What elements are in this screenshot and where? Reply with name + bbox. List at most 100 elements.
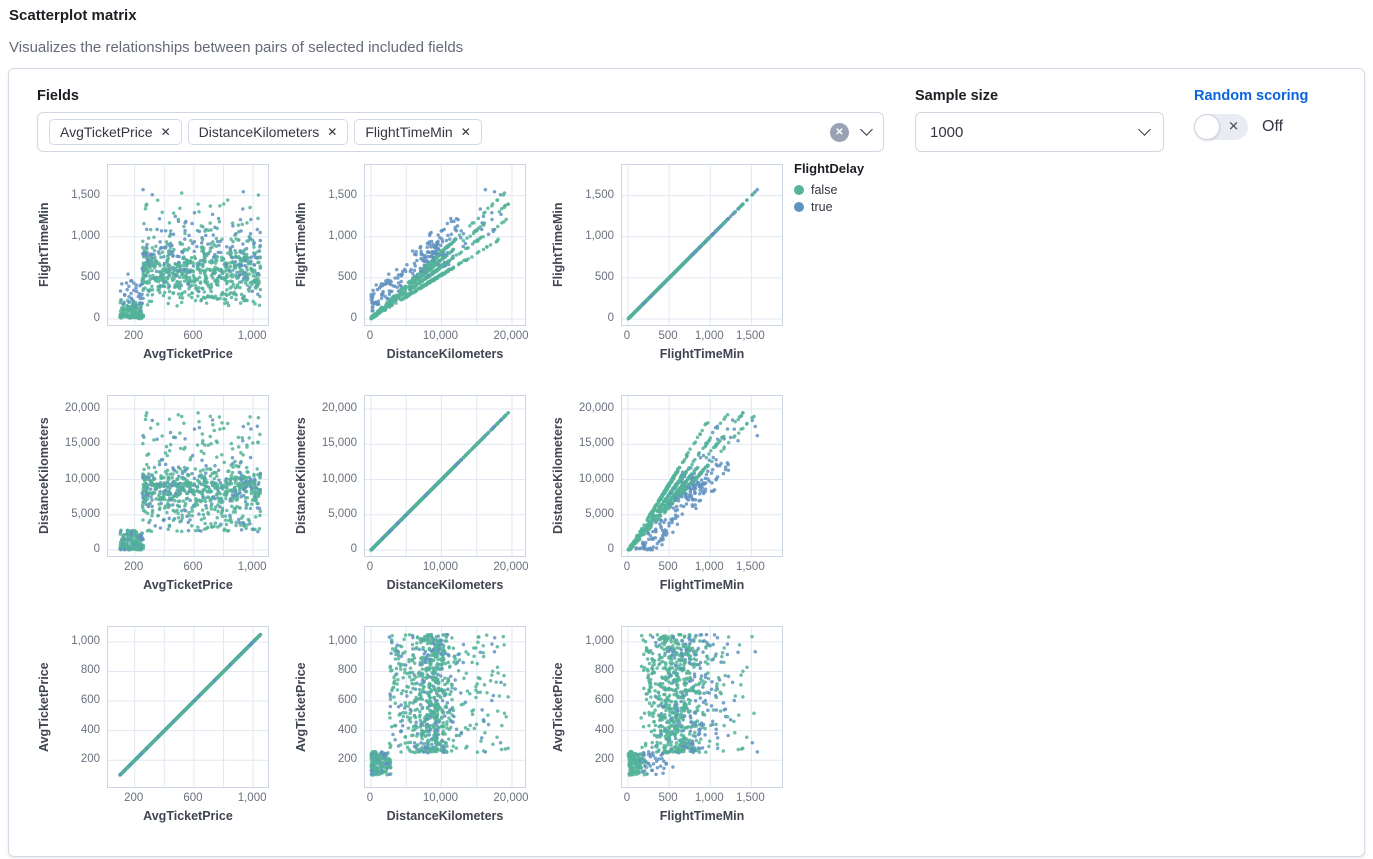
scatterplot-matrix: FlightDelay false true FlightTimeMin 0 500… [37, 161, 1336, 826]
remove-field-icon[interactable]: ✕ [460, 125, 471, 139]
y-tick-label: 500 [337, 270, 357, 283]
x-axis-title: FlightTimeMin [659, 347, 745, 361]
scatter-cell-DistanceKilometers-vs-DistanceKilometers: DistanceKilometers 0 5,000 10,000 15,000 20,0… [294, 395, 529, 595]
x-axis-ticks: 0 500 1,000 1,500 [621, 557, 783, 575]
remove-field-icon[interactable]: ✕ [160, 125, 171, 139]
y-axis-title: AvgTicketPrice [294, 662, 308, 752]
matrix-row: DistanceKilometers 0 5,000 10,000 15,000 20,0… [37, 395, 1336, 595]
x-axis-ticks: 200 600 1,000 [107, 788, 269, 806]
y-tick-label: 1,500 [328, 188, 357, 201]
y-tick-label: 800 [80, 664, 100, 677]
scatter-plot-canvas [107, 395, 269, 557]
toggle-cross-icon: ✕ [1228, 118, 1239, 134]
random-scoring-link[interactable]: Random scoring [1194, 88, 1309, 104]
chevron-down-icon[interactable] [860, 123, 873, 136]
y-tick-label: 800 [337, 664, 357, 677]
field-pill-label: FlightTimeMin [365, 124, 453, 140]
clear-selection-button[interactable]: ✕ [830, 122, 849, 142]
x-tick-label: 1,000 [237, 792, 267, 804]
x-tick-label: 600 [183, 792, 203, 804]
field-pill[interactable]: DistanceKilometers ✕ [187, 119, 349, 145]
legend-title: FlightDelay [794, 161, 865, 176]
matrix-row: AvgTicketPrice 200 400 600 800 1,000 200 600 1,0… [37, 626, 1336, 826]
y-axis-title: FlightTimeMin [294, 202, 308, 288]
remove-field-icon[interactable]: ✕ [327, 125, 338, 139]
toggle-state-label: Off [1262, 118, 1284, 135]
random-scoring-toggle[interactable]: ✕ [1194, 114, 1248, 140]
x-axis-ticks: 0 10,000 20,000 [364, 788, 529, 806]
matrix-row: FlightTimeMin 0 500 1,000 1,500 200 600 1,000 Av… [37, 164, 1336, 364]
x-tick-label: 10,000 [422, 561, 459, 573]
y-axis-title: AvgTicketPrice [37, 662, 51, 752]
random-scoring-row: ✕ Off [1194, 114, 1308, 140]
y-tick-label: 1,000 [328, 634, 357, 647]
x-axis-title: AvgTicketPrice [143, 578, 233, 592]
x-tick-label: 20,000 [493, 561, 529, 573]
x-tick-label: 0 [366, 792, 374, 804]
scatter-plot-canvas [621, 626, 783, 788]
y-tick-label: 600 [337, 694, 357, 707]
y-axis-title: DistanceKilometers [294, 417, 308, 535]
y-tick-label: 1,000 [328, 229, 357, 242]
x-axis-ticks: 0 500 1,000 1,500 [621, 788, 783, 806]
y-tick-label: 400 [80, 723, 100, 736]
y-axis-title: AvgTicketPrice [551, 662, 565, 752]
x-tick-label: 1,500 [735, 330, 765, 342]
x-axis-ticks: 200 600 1,000 [107, 326, 269, 344]
y-tick-label: 500 [80, 270, 100, 283]
random-scoring-block: Random scoring ✕ Off [1194, 88, 1308, 140]
x-axis-title: DistanceKilometers [386, 578, 504, 592]
field-pill-label: DistanceKilometers [198, 124, 320, 140]
y-tick-label: 200 [594, 753, 614, 766]
x-tick-label: 200 [124, 330, 144, 342]
x-axis-title: DistanceKilometers [386, 809, 504, 823]
scatter-cell-DistanceKilometers-vs-AvgTicketPrice: DistanceKilometers 0 5,000 10,000 15,000 20,0… [37, 395, 269, 595]
y-axis-ticks: 0 5,000 10,000 15,000 20,000 [571, 395, 621, 557]
y-tick-label: 15,000 [578, 437, 614, 450]
x-axis-title: FlightTimeMin [659, 578, 745, 592]
y-axis-ticks: 200 400 600 800 1,000 [571, 626, 621, 788]
y-axis-ticks: 0 500 1,000 1,500 [314, 164, 364, 326]
y-tick-label: 0 [350, 312, 357, 324]
fields-block: Fields AvgTicketPrice ✕ DistanceKilomete… [37, 88, 884, 152]
scatter-cell-AvgTicketPrice-vs-DistanceKilometers: AvgTicketPrice 200 400 600 800 1,000 0 10,000 20… [294, 626, 529, 826]
fields-combobox[interactable]: AvgTicketPrice ✕ DistanceKilometers ✕ Fl… [37, 112, 884, 152]
y-tick-label: 0 [607, 312, 614, 324]
controls-row: Fields AvgTicketPrice ✕ DistanceKilomete… [37, 88, 1336, 152]
x-tick-label: 500 [658, 792, 678, 804]
y-axis-ticks: 200 400 600 800 1,000 [57, 626, 107, 788]
sample-size-select[interactable]: 1000 [915, 112, 1164, 152]
scatter-cell-AvgTicketPrice-vs-FlightTimeMin: AvgTicketPrice 200 400 600 800 1,000 0 500 1,000… [551, 626, 783, 826]
x-tick-label: 1,000 [694, 561, 724, 573]
combo-actions: ✕ [830, 122, 873, 142]
y-tick-label: 200 [337, 753, 357, 766]
legend-label: false [811, 183, 838, 197]
x-tick-label: 0 [366, 561, 374, 573]
x-tick-label: 0 [623, 561, 631, 573]
y-tick-label: 1,000 [585, 229, 614, 242]
field-pill[interactable]: AvgTicketPrice ✕ [49, 119, 182, 145]
y-tick-label: 1,500 [585, 188, 614, 201]
y-tick-label: 600 [80, 694, 100, 707]
y-tick-label: 800 [594, 664, 614, 677]
x-axis-title: AvgTicketPrice [143, 809, 233, 823]
toggle-knob [1194, 114, 1220, 140]
x-axis-title: FlightTimeMin [659, 809, 745, 823]
y-tick-label: 15,000 [64, 437, 100, 450]
y-tick-label: 5,000 [71, 507, 100, 520]
x-tick-label: 1,000 [237, 330, 267, 342]
scatterplot-panel: Fields AvgTicketPrice ✕ DistanceKilomete… [8, 68, 1365, 857]
field-pill[interactable]: FlightTimeMin ✕ [354, 119, 482, 145]
y-tick-label: 0 [93, 312, 100, 324]
y-axis-title: FlightTimeMin [551, 202, 565, 288]
chart-legend: FlightDelay false true [794, 161, 864, 217]
x-axis-ticks: 200 600 1,000 [107, 557, 269, 575]
scatter-plot-canvas [364, 395, 526, 557]
y-tick-label: 600 [594, 694, 614, 707]
x-tick-label: 10,000 [422, 792, 459, 804]
sample-size-value: 1000 [930, 123, 964, 141]
y-tick-label: 400 [594, 723, 614, 736]
y-tick-label: 1,000 [71, 634, 100, 647]
x-axis-ticks: 0 10,000 20,000 [364, 557, 529, 575]
